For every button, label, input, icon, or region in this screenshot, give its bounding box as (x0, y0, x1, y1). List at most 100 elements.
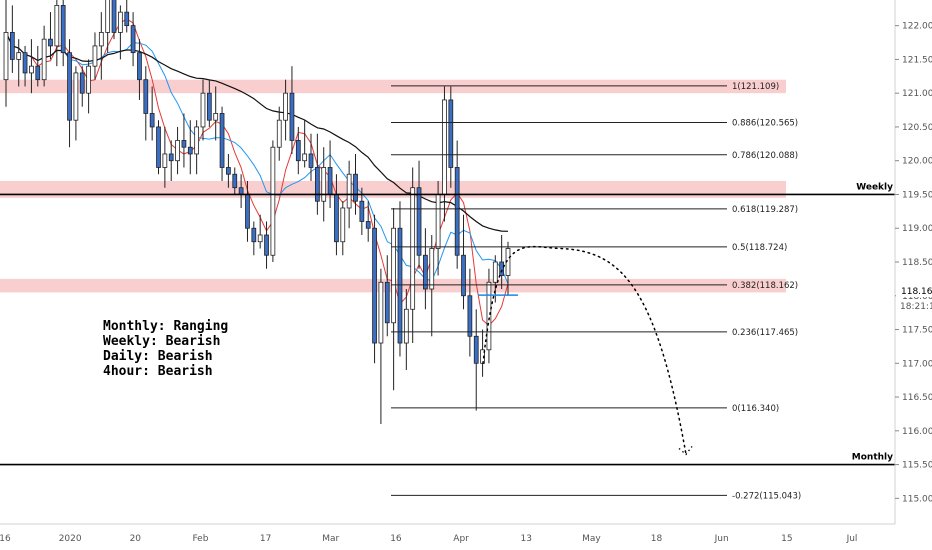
candle-body (226, 167, 231, 175)
candle (327, 140, 333, 208)
candle (22, 45, 28, 87)
candle (314, 133, 320, 215)
projection-arc[interactable] (482, 245, 693, 456)
bias-daily: Daily: Bearish (103, 349, 213, 364)
candle-body (79, 72, 85, 94)
candle (397, 201, 403, 357)
candle-body (442, 99, 447, 195)
fib-level-label: 0.236(117.465) (732, 328, 798, 338)
candle-body (54, 5, 60, 47)
candle (118, 5, 123, 60)
candle (156, 120, 161, 175)
candle-body (156, 126, 161, 168)
price-tick-label: 117.500 (902, 326, 932, 336)
candle-body (423, 254, 428, 290)
candlestick-series[interactable] (3, 0, 511, 425)
bias-annotation[interactable]: Monthly: Ranging Weekly: Bearish Daily: … (103, 319, 228, 379)
current-price-tag (896, 284, 932, 297)
candle-body (276, 119, 282, 148)
candle-body (35, 65, 41, 81)
candle (365, 201, 371, 242)
candle-body (206, 92, 212, 121)
candle (308, 133, 314, 181)
candle-body (429, 248, 435, 290)
time-tick-label: 15 (781, 534, 792, 544)
candle-body (314, 167, 320, 202)
candle (60, 0, 66, 67)
time-axis[interactable]: 16 2020 20 Feb 17 Mar 16 Apr 13 May 18 Jun 15 Jul (0, 523, 932, 550)
candle-body (213, 113, 219, 121)
bias-monthly: Monthly: Ranging (103, 319, 228, 334)
candle-body (378, 281, 384, 344)
horizontal-level-name: Monthly (852, 453, 893, 463)
price-tick-label: 119.500 (902, 190, 932, 200)
candle (391, 207, 396, 391)
supply-demand-zones (0, 79, 786, 293)
fib-level-label: 0.786(120.088) (732, 151, 798, 161)
price-tick-label: 116.000 (902, 427, 932, 437)
candle-body (162, 153, 168, 168)
candle-body (245, 194, 250, 229)
candle-body (435, 194, 441, 249)
candle (194, 120, 200, 175)
candle-body (270, 146, 276, 256)
candle-body (353, 173, 358, 202)
fibonacci-retracement[interactable]: 1(121.109) 0.886(120.565) 0.786(120.088) 0.… (391, 82, 801, 502)
candle-body (257, 234, 263, 243)
candle-body (334, 194, 339, 243)
candle-body (448, 99, 454, 168)
candle (29, 39, 34, 94)
price-axis[interactable]: 122.000 121.500 121.000 120.500 120.000 119.5… (894, 0, 932, 524)
candle (124, 0, 130, 33)
candle-body (9, 32, 15, 60)
price-tick-label: 116.500 (902, 393, 932, 403)
candle (473, 309, 479, 411)
fib-level-label: 1(121.109) (732, 82, 779, 92)
candle-body (454, 167, 460, 256)
candle-body (29, 65, 34, 74)
candle-body (130, 25, 136, 54)
price-tick-label: 120.000 (902, 157, 932, 167)
time-tick-label: Apr (453, 534, 469, 544)
fib-level-label: 0.618(119.287) (732, 205, 798, 215)
candle (467, 268, 473, 357)
candle (251, 221, 257, 256)
candle (16, 39, 22, 87)
supply-demand-zone (0, 180, 786, 198)
time-tick-label: 20 (130, 534, 142, 544)
price-axis-background (895, 0, 932, 524)
candle-body (168, 153, 174, 162)
candle (499, 234, 505, 290)
candle (3, 0, 9, 107)
fib-level-label: -0.272(115.043) (732, 491, 801, 501)
candle (48, 12, 53, 60)
candle-body (410, 187, 416, 310)
current-price-label: 118.160 (901, 287, 932, 297)
bar-countdown: 18:21:19 (900, 302, 932, 312)
time-tick-label: Jun (714, 534, 729, 544)
candle (219, 106, 225, 181)
bias-4hour: 4hour: Bearish (103, 364, 213, 379)
candle-body (295, 140, 301, 162)
candle (238, 174, 244, 208)
candle (162, 126, 168, 188)
candle (213, 86, 219, 141)
candle-body (416, 187, 422, 256)
candle (276, 106, 282, 161)
projection-arc-path (482, 245, 687, 456)
candle (130, 12, 136, 67)
candle-body (461, 254, 466, 297)
price-tick-label: 119.000 (902, 224, 932, 234)
candle-body (397, 227, 403, 344)
time-tick-label: 16 (390, 534, 402, 544)
candle (448, 86, 454, 188)
candle (283, 79, 288, 141)
time-tick-label: 16 (0, 534, 11, 544)
candle-body (181, 140, 187, 148)
candle-body (219, 113, 225, 168)
price-tick-label: 122.000 (902, 22, 932, 32)
candle (86, 59, 91, 114)
candle-body (391, 227, 396, 324)
candle (73, 66, 79, 141)
